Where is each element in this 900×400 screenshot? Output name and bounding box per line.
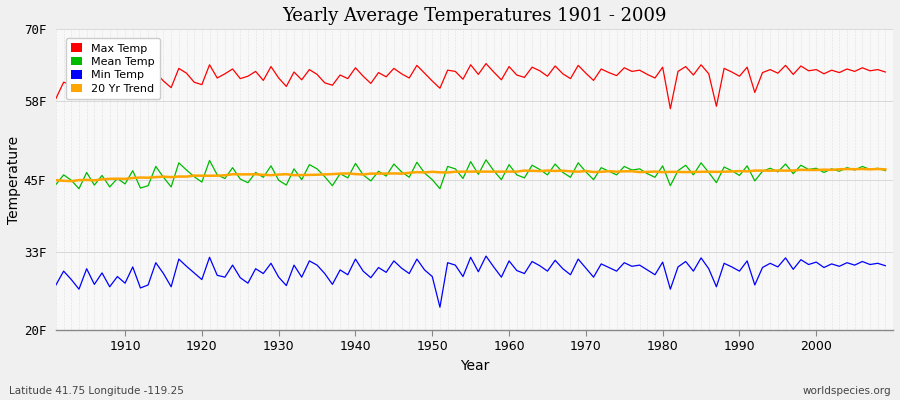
Text: Latitude 41.75 Longitude -119.25: Latitude 41.75 Longitude -119.25 <box>9 386 184 396</box>
Title: Yearly Average Temperatures 1901 - 2009: Yearly Average Temperatures 1901 - 2009 <box>283 7 667 25</box>
Text: worldspecies.org: worldspecies.org <box>803 386 891 396</box>
X-axis label: Year: Year <box>460 359 490 373</box>
Legend: Max Temp, Mean Temp, Min Temp, 20 Yr Trend: Max Temp, Mean Temp, Min Temp, 20 Yr Tre… <box>66 38 160 99</box>
Y-axis label: Temperature: Temperature <box>7 136 21 224</box>
